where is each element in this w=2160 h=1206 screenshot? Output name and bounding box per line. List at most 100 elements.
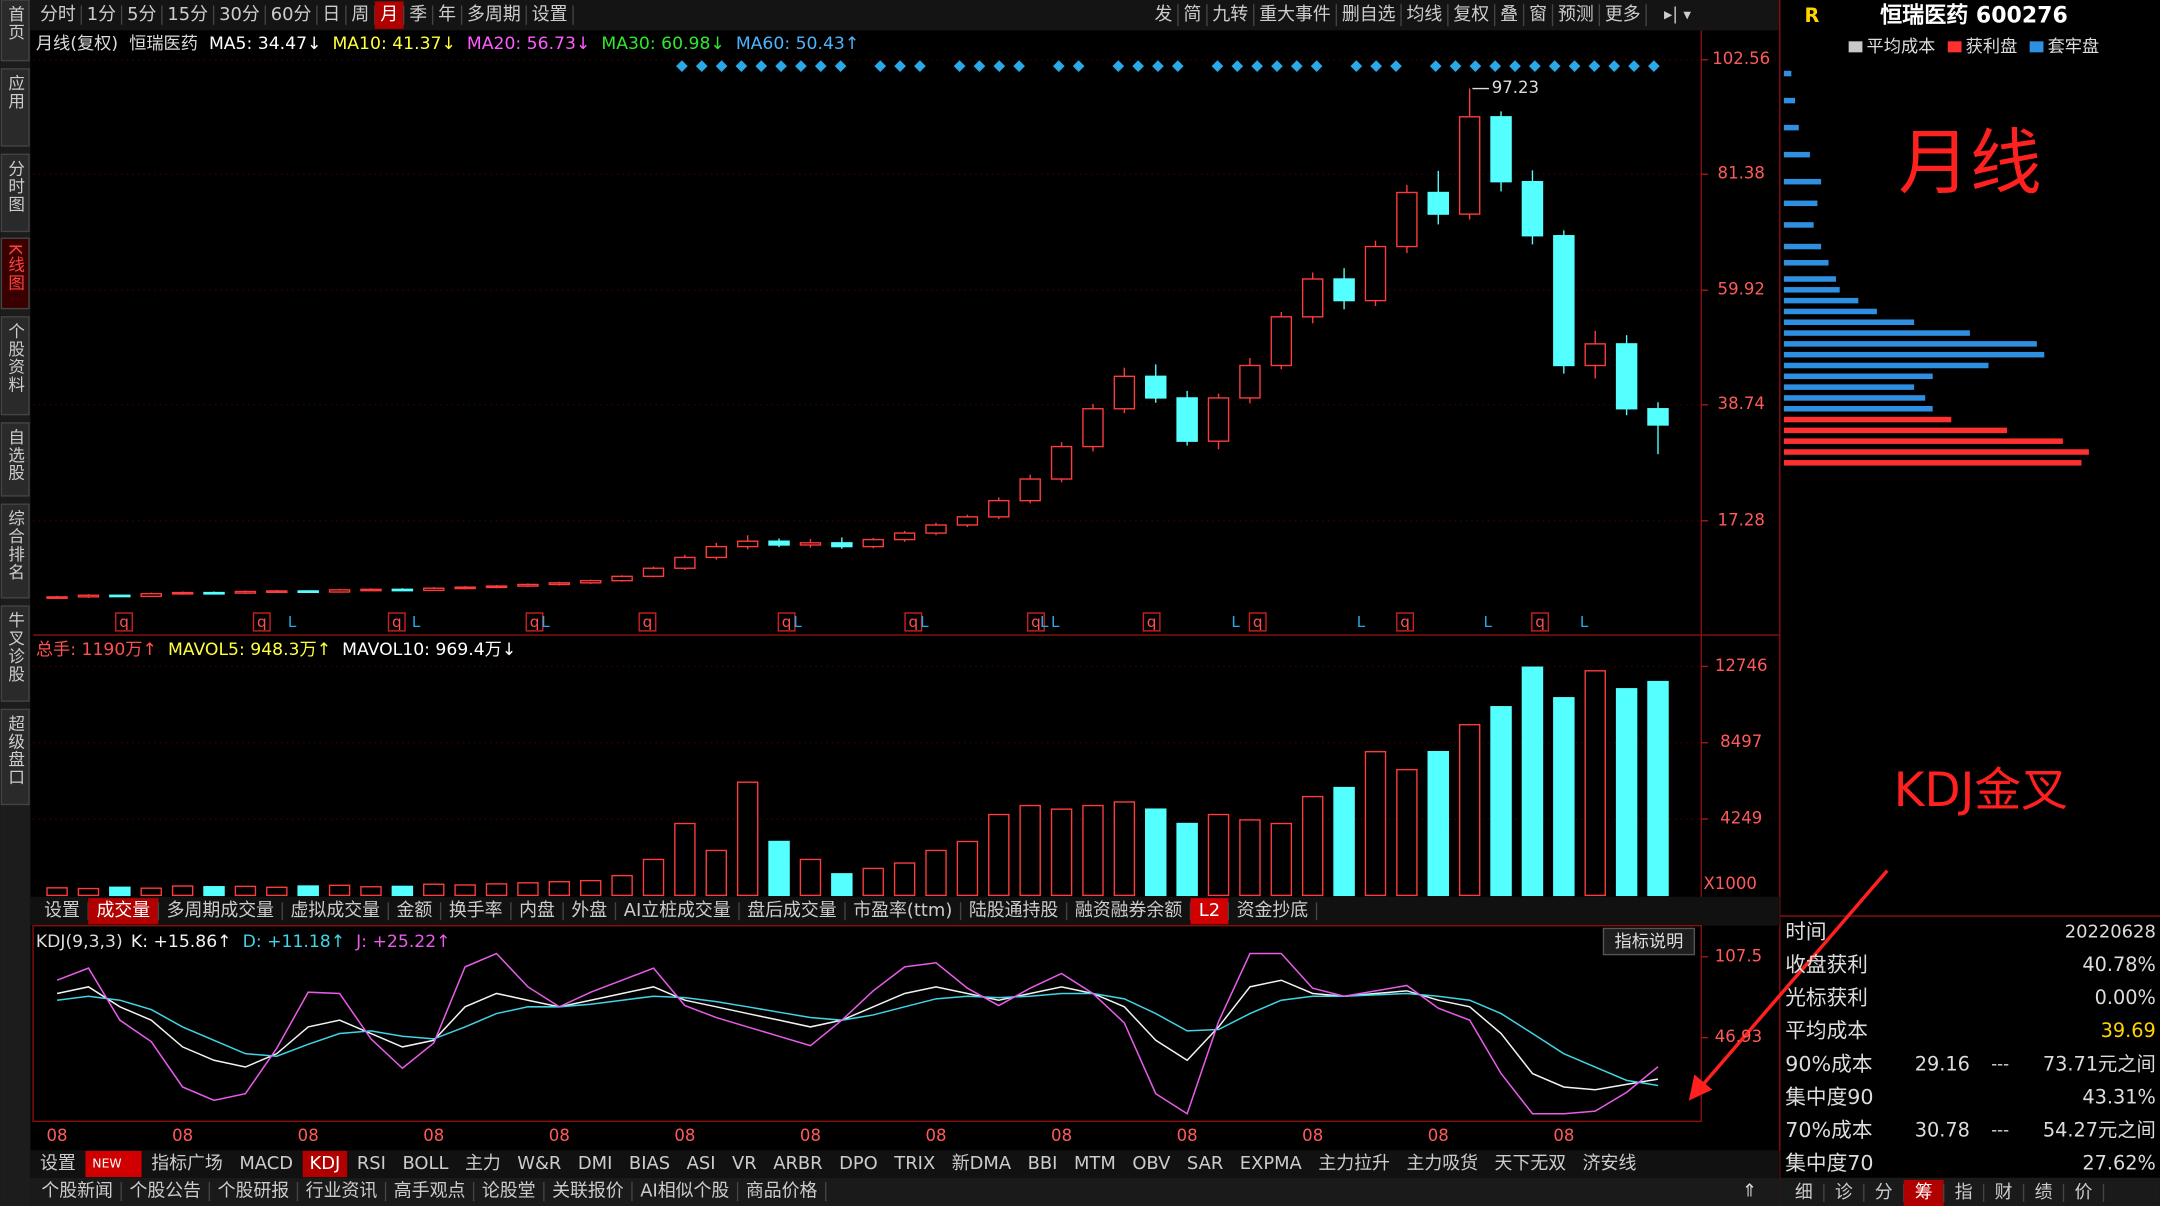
tool-icon[interactable]: ▾ bbox=[1683, 6, 1691, 24]
tab[interactable]: BIAS bbox=[629, 1153, 670, 1174]
tab[interactable]: 商品价格 bbox=[746, 1181, 818, 1202]
sidebar-tab[interactable]: 牛叉诊股 bbox=[6, 611, 25, 683]
tab[interactable]: 15分 bbox=[167, 4, 208, 25]
tab[interactable]: EXPMA bbox=[1240, 1153, 1303, 1174]
tab[interactable]: 指标广场 bbox=[151, 1153, 223, 1174]
tab[interactable]: 指 bbox=[1955, 1182, 1973, 1203]
tab[interactable]: 季 bbox=[409, 4, 427, 25]
sidebar-tab-bg[interactable] bbox=[0, 503, 30, 599]
tab[interactable]: 周 bbox=[351, 4, 369, 25]
indicator-button-label[interactable]: 指标说明 bbox=[1615, 932, 1684, 952]
tool[interactable]: 复权 bbox=[1453, 4, 1489, 25]
tab[interactable]: MACD bbox=[239, 1153, 293, 1174]
event-marker[interactable]: L bbox=[288, 613, 297, 631]
tab[interactable]: AI立桩成交量 bbox=[624, 900, 731, 921]
event-marker[interactable]: q bbox=[119, 613, 129, 631]
event-marker[interactable]: q bbox=[1535, 613, 1545, 631]
tab[interactable]: MTM bbox=[1074, 1153, 1116, 1174]
tab[interactable]: 月 bbox=[380, 4, 398, 25]
indicator-button[interactable] bbox=[1602, 927, 1696, 956]
tool[interactable]: 九转 bbox=[1212, 4, 1248, 25]
event-marker[interactable]: q bbox=[1031, 613, 1041, 631]
tab[interactable]: 分 bbox=[1875, 1182, 1893, 1203]
sidebar-tab[interactable]: 首页 bbox=[6, 5, 25, 41]
sidebar-tab[interactable]: 分时图 bbox=[6, 159, 25, 213]
event-marker[interactable]: q bbox=[1400, 613, 1410, 631]
tab[interactable]: KDJ bbox=[310, 1153, 341, 1174]
tab[interactable]: 个股新闻 bbox=[41, 1181, 113, 1202]
event-marker[interactable]: q bbox=[909, 613, 919, 631]
tool[interactable]: 预测 bbox=[1558, 4, 1594, 25]
tab-bg[interactable] bbox=[85, 1150, 142, 1178]
tab[interactable]: 天下无双 bbox=[1495, 1153, 1567, 1174]
tab[interactable]: 绩 bbox=[2035, 1182, 2053, 1203]
tab[interactable]: 财 bbox=[1995, 1182, 2013, 1203]
event-marker[interactable]: L bbox=[1231, 613, 1240, 631]
tab[interactable]: 成交量 bbox=[96, 900, 150, 921]
tab[interactable]: BOLL bbox=[402, 1153, 448, 1174]
tab[interactable]: 年 bbox=[438, 4, 456, 25]
event-marker[interactable]: L bbox=[1580, 613, 1589, 631]
tab[interactable]: 虚拟成交量 bbox=[291, 900, 381, 921]
tab[interactable]: AI相似个股 bbox=[640, 1181, 729, 1202]
event-marker[interactable]: L bbox=[1484, 613, 1493, 631]
tab[interactable]: 1分 bbox=[87, 4, 116, 25]
event-marker[interactable]: q bbox=[530, 613, 540, 631]
sidebar-tab-bg[interactable] bbox=[0, 605, 30, 702]
sidebar-tab[interactable]: K线图 bbox=[6, 244, 25, 292]
tab[interactable]: 诊 bbox=[1835, 1182, 1853, 1203]
tab[interactable]: 主力拉升 bbox=[1318, 1153, 1390, 1174]
tab[interactable]: 多周期成交量 bbox=[167, 900, 274, 921]
tab[interactable]: 筹 bbox=[1915, 1182, 1933, 1203]
event-marker[interactable]: q bbox=[1253, 613, 1263, 631]
scroll-icon[interactable]: ⇑ bbox=[1742, 1181, 1757, 1202]
tool[interactable]: 简 bbox=[1183, 4, 1201, 25]
tab[interactable]: 30分 bbox=[219, 4, 260, 25]
tab[interactable]: 盘后成交量 bbox=[747, 900, 837, 921]
tab-bg[interactable] bbox=[88, 898, 159, 925]
tab[interactable]: 价 bbox=[2075, 1182, 2093, 1203]
event-marker[interactable]: q bbox=[257, 613, 267, 631]
tab[interactable]: 日 bbox=[322, 4, 340, 25]
tab[interactable]: OBV bbox=[1132, 1153, 1171, 1174]
sidebar-tab-bg[interactable] bbox=[0, 708, 30, 806]
tab-bg[interactable] bbox=[302, 1150, 348, 1178]
sidebar-tab-bg[interactable] bbox=[0, 68, 30, 147]
tab[interactable]: 市盈率(ttm) bbox=[853, 900, 952, 921]
event-marker[interactable]: L bbox=[1051, 613, 1060, 631]
sidebar-tab[interactable]: 综合排名 bbox=[6, 509, 25, 581]
sidebar-tab-bg[interactable] bbox=[0, 153, 30, 233]
event-marker[interactable]: q bbox=[1147, 613, 1157, 631]
sidebar-tab-bg[interactable] bbox=[0, 422, 30, 497]
tab[interactable]: VR bbox=[732, 1153, 757, 1174]
event-marker[interactable]: q bbox=[782, 613, 792, 631]
tab[interactable]: 外盘 bbox=[571, 900, 607, 921]
tab[interactable]: 济安线 bbox=[1583, 1153, 1637, 1174]
sidebar-tab[interactable]: 自选股 bbox=[6, 428, 25, 482]
tab[interactable]: ASI bbox=[687, 1153, 716, 1174]
tab[interactable]: 关联报价 bbox=[552, 1181, 624, 1202]
tab-bg[interactable] bbox=[374, 1, 404, 29]
tab[interactable]: 陆股通持股 bbox=[969, 900, 1059, 921]
tab[interactable]: RSI bbox=[357, 1153, 386, 1174]
tab[interactable]: 金额 bbox=[397, 900, 433, 921]
tab[interactable]: 行业资讯 bbox=[306, 1181, 378, 1202]
event-marker[interactable]: L bbox=[1040, 613, 1049, 631]
event-marker[interactable]: L bbox=[793, 613, 802, 631]
tab[interactable]: 新DMA bbox=[952, 1153, 1012, 1174]
tab[interactable]: BBI bbox=[1028, 1153, 1058, 1174]
tool[interactable]: 均线 bbox=[1407, 4, 1443, 25]
tab[interactable]: 高手观点 bbox=[394, 1181, 466, 1202]
tab[interactable]: 内盘 bbox=[519, 900, 555, 921]
tab[interactable]: 资金抄底 bbox=[1237, 900, 1309, 921]
tab[interactable]: L2 bbox=[1199, 900, 1220, 921]
sidebar-tab[interactable]: 应用 bbox=[6, 74, 25, 110]
event-marker[interactable]: L bbox=[412, 613, 421, 631]
tab[interactable]: 设置 bbox=[44, 900, 80, 921]
sidebar-tab-bg[interactable] bbox=[0, 237, 30, 310]
tool[interactable]: 叠 bbox=[1500, 4, 1518, 25]
tab-bg[interactable] bbox=[1190, 898, 1229, 925]
tab[interactable]: 分时 bbox=[40, 4, 76, 25]
tab[interactable]: 个股公告 bbox=[129, 1181, 201, 1202]
tab[interactable]: 主力 bbox=[465, 1153, 501, 1174]
